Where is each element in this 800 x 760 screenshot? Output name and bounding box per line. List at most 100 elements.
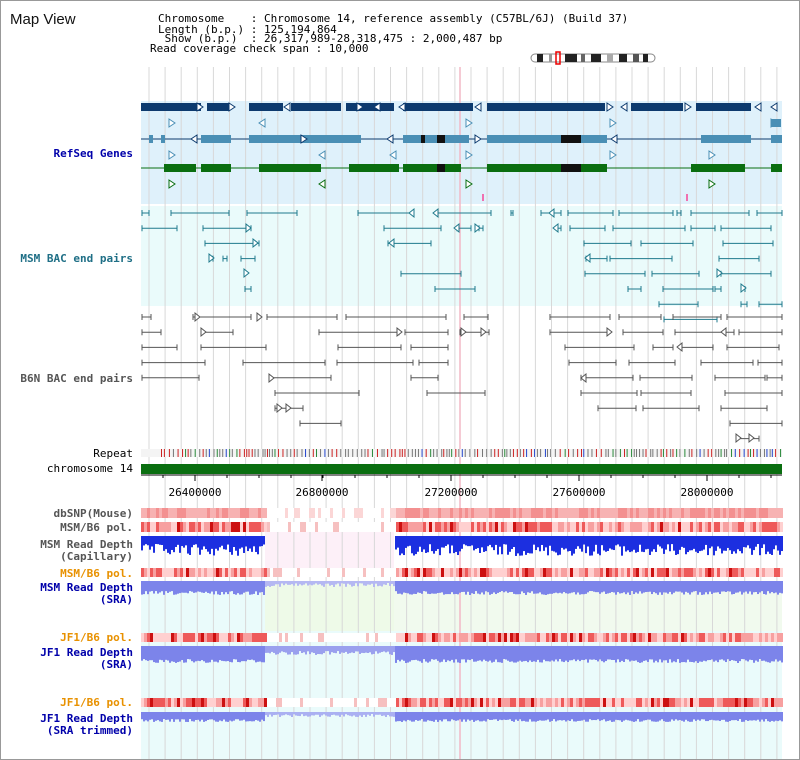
jf1-depth-trim-bar xyxy=(667,712,669,722)
track-label-msm-depth-sra[interactable]: MSM Read Depth xyxy=(40,581,133,594)
msm-depth-capillary-bar xyxy=(593,536,595,552)
repeat-element xyxy=(340,449,342,457)
msm-pol-sra-bin xyxy=(489,568,492,577)
msm-depth-capillary-bar xyxy=(745,536,747,548)
jf1-depth-sra-bar xyxy=(527,646,529,663)
dbsnp-bin xyxy=(240,508,243,518)
jf1-depth-sra-bar xyxy=(385,646,387,653)
msm-depth-capillary-bar xyxy=(161,536,163,546)
jf1-pol-bin xyxy=(714,633,717,642)
msm-depth-sra-bar xyxy=(607,581,609,594)
track-label-jf1-trim[interactable]: JF1 Read Depth xyxy=(40,712,133,725)
msm-depth-sra-bar xyxy=(753,581,755,593)
msm-depth-capillary-bar xyxy=(621,536,623,556)
jf1-pol-bin xyxy=(630,633,633,642)
jf1-depth-sra-bar xyxy=(249,646,251,660)
msm-depth-sra-bar xyxy=(605,581,607,594)
dbsnp-bin xyxy=(411,508,414,518)
jf1-pol-trim-bin xyxy=(558,698,561,707)
jf1-depth-sra-bar xyxy=(711,646,713,660)
track-label-jf1-pol[interactable]: JF1/B6 pol. xyxy=(60,631,133,644)
msm-depth-sra-bar xyxy=(301,581,303,586)
jf1-pol-bin xyxy=(402,633,405,642)
jf1-depth-trim-bar xyxy=(717,712,719,721)
msm-pol-sra-bin xyxy=(636,568,639,577)
msm-depth-sra-bar xyxy=(485,581,487,592)
msm-pol-sra-bin xyxy=(690,568,693,577)
msm-pol-sra-bin xyxy=(384,568,387,577)
msm-depth-sra-bar xyxy=(259,581,261,593)
msm-pol-bin xyxy=(453,522,456,532)
track-label-msm-pol-sra[interactable]: MSM/B6 pol. xyxy=(60,567,133,580)
jf1-pol-bin xyxy=(513,633,516,642)
jf1-pol-trim-bin xyxy=(429,698,432,707)
jf1-pol-bin xyxy=(525,633,528,642)
msm-pol-bin xyxy=(438,522,441,532)
track-label-msm-bac[interactable]: MSM BAC end pairs xyxy=(20,252,133,265)
track-label-msm-pol[interactable]: MSM/B6 pol. xyxy=(60,521,133,534)
gene-exon-block xyxy=(771,119,781,127)
jf1-pol-bin xyxy=(387,633,390,642)
dbsnp-bin xyxy=(408,508,411,518)
jf1-depth-trim-bar xyxy=(461,712,463,722)
msm-depth-capillary-bar xyxy=(207,536,209,552)
jf1-depth-trim-bar xyxy=(727,712,729,722)
msm-depth-sra-bar xyxy=(183,581,185,593)
msm-pol-sra-bin xyxy=(216,568,219,577)
track-label-jf1-depth[interactable]: JF1 Read Depth xyxy=(40,646,133,659)
chromosome-ideogram[interactable] xyxy=(529,51,659,65)
jf1-pol-bin xyxy=(357,633,360,642)
length-info-line: Length (b.p.) : 125,194,864 xyxy=(158,23,337,36)
msm-pol-sra-bin xyxy=(438,568,441,577)
msm-depth-capillary-bar xyxy=(629,536,631,553)
gene-strand-arrow xyxy=(708,150,716,160)
msm-pol-sra-bin xyxy=(183,568,186,577)
jf1-pol-trim-bin xyxy=(570,698,573,707)
msm-pol-sra-bin xyxy=(576,568,579,577)
jf1-pol-trim-bin xyxy=(465,698,468,707)
msm-pol-sra-bin xyxy=(354,568,357,577)
jf1-pol-bin xyxy=(654,633,657,642)
jf1-pol-bin xyxy=(267,633,270,642)
jf1-depth-trim-bar xyxy=(745,712,747,721)
jf1-depth-sra-bar xyxy=(677,646,679,660)
jf1-pol-trim-bin xyxy=(300,698,303,707)
msm-pol-bin xyxy=(714,522,717,532)
track-label-repeat[interactable]: Repeat xyxy=(93,447,133,460)
msm-pol-bin xyxy=(162,522,165,532)
jf1-depth-trim-bar xyxy=(679,712,681,720)
msm-pol-bin xyxy=(666,522,669,532)
jf1-pol-trim-bin xyxy=(576,698,579,707)
msm-depth-capillary-bar xyxy=(519,536,521,556)
track-label-refseq[interactable]: RefSeq Genes xyxy=(53,147,133,160)
msm-depth-capillary-bar xyxy=(697,536,699,554)
jf1-pol-trim-bin xyxy=(774,698,777,707)
jf1-pol-bin xyxy=(444,633,447,642)
jf1-pol-trim-bin xyxy=(396,698,399,707)
track-label-b6n-bac[interactable]: B6N BAC end pairs xyxy=(20,372,133,385)
jf1-pol-bin xyxy=(453,633,456,642)
jf1-pol-bin xyxy=(171,633,174,642)
jf1-pol-bin xyxy=(747,633,750,642)
jf1-pol-bin xyxy=(141,633,144,642)
msm-pol-sra-bin xyxy=(417,568,420,577)
jf1-pol-trim-bin xyxy=(153,698,156,707)
jf1-pol-bin xyxy=(705,633,708,642)
jf1-pol-bin xyxy=(498,633,501,642)
jf1-depth-sra-bar xyxy=(641,646,643,663)
jf1-pol-trim-bin xyxy=(369,698,372,707)
jf1-depth-sra-bar xyxy=(287,646,289,655)
jf1-pol-bin xyxy=(765,633,768,642)
dbsnp-bin xyxy=(750,508,753,518)
jf1-depth-trim-bar xyxy=(345,712,347,715)
jf1-depth-sra-bar xyxy=(447,646,449,661)
jf1-depth-sra-bar xyxy=(615,646,617,663)
jf1-pol-trim-bin xyxy=(252,698,255,707)
msm-depth-sra-bar xyxy=(279,581,281,587)
track-label-msm-depth-cap[interactable]: MSM Read Depth xyxy=(40,538,133,551)
jf1-depth-trim-bar xyxy=(285,712,287,715)
track-label-jf1-pol-trim[interactable]: JF1/B6 pol. xyxy=(60,696,133,709)
track-label-dbsnp[interactable]: dbSNP(Mouse) xyxy=(53,507,133,520)
jf1-depth-trim-bar xyxy=(683,712,685,722)
